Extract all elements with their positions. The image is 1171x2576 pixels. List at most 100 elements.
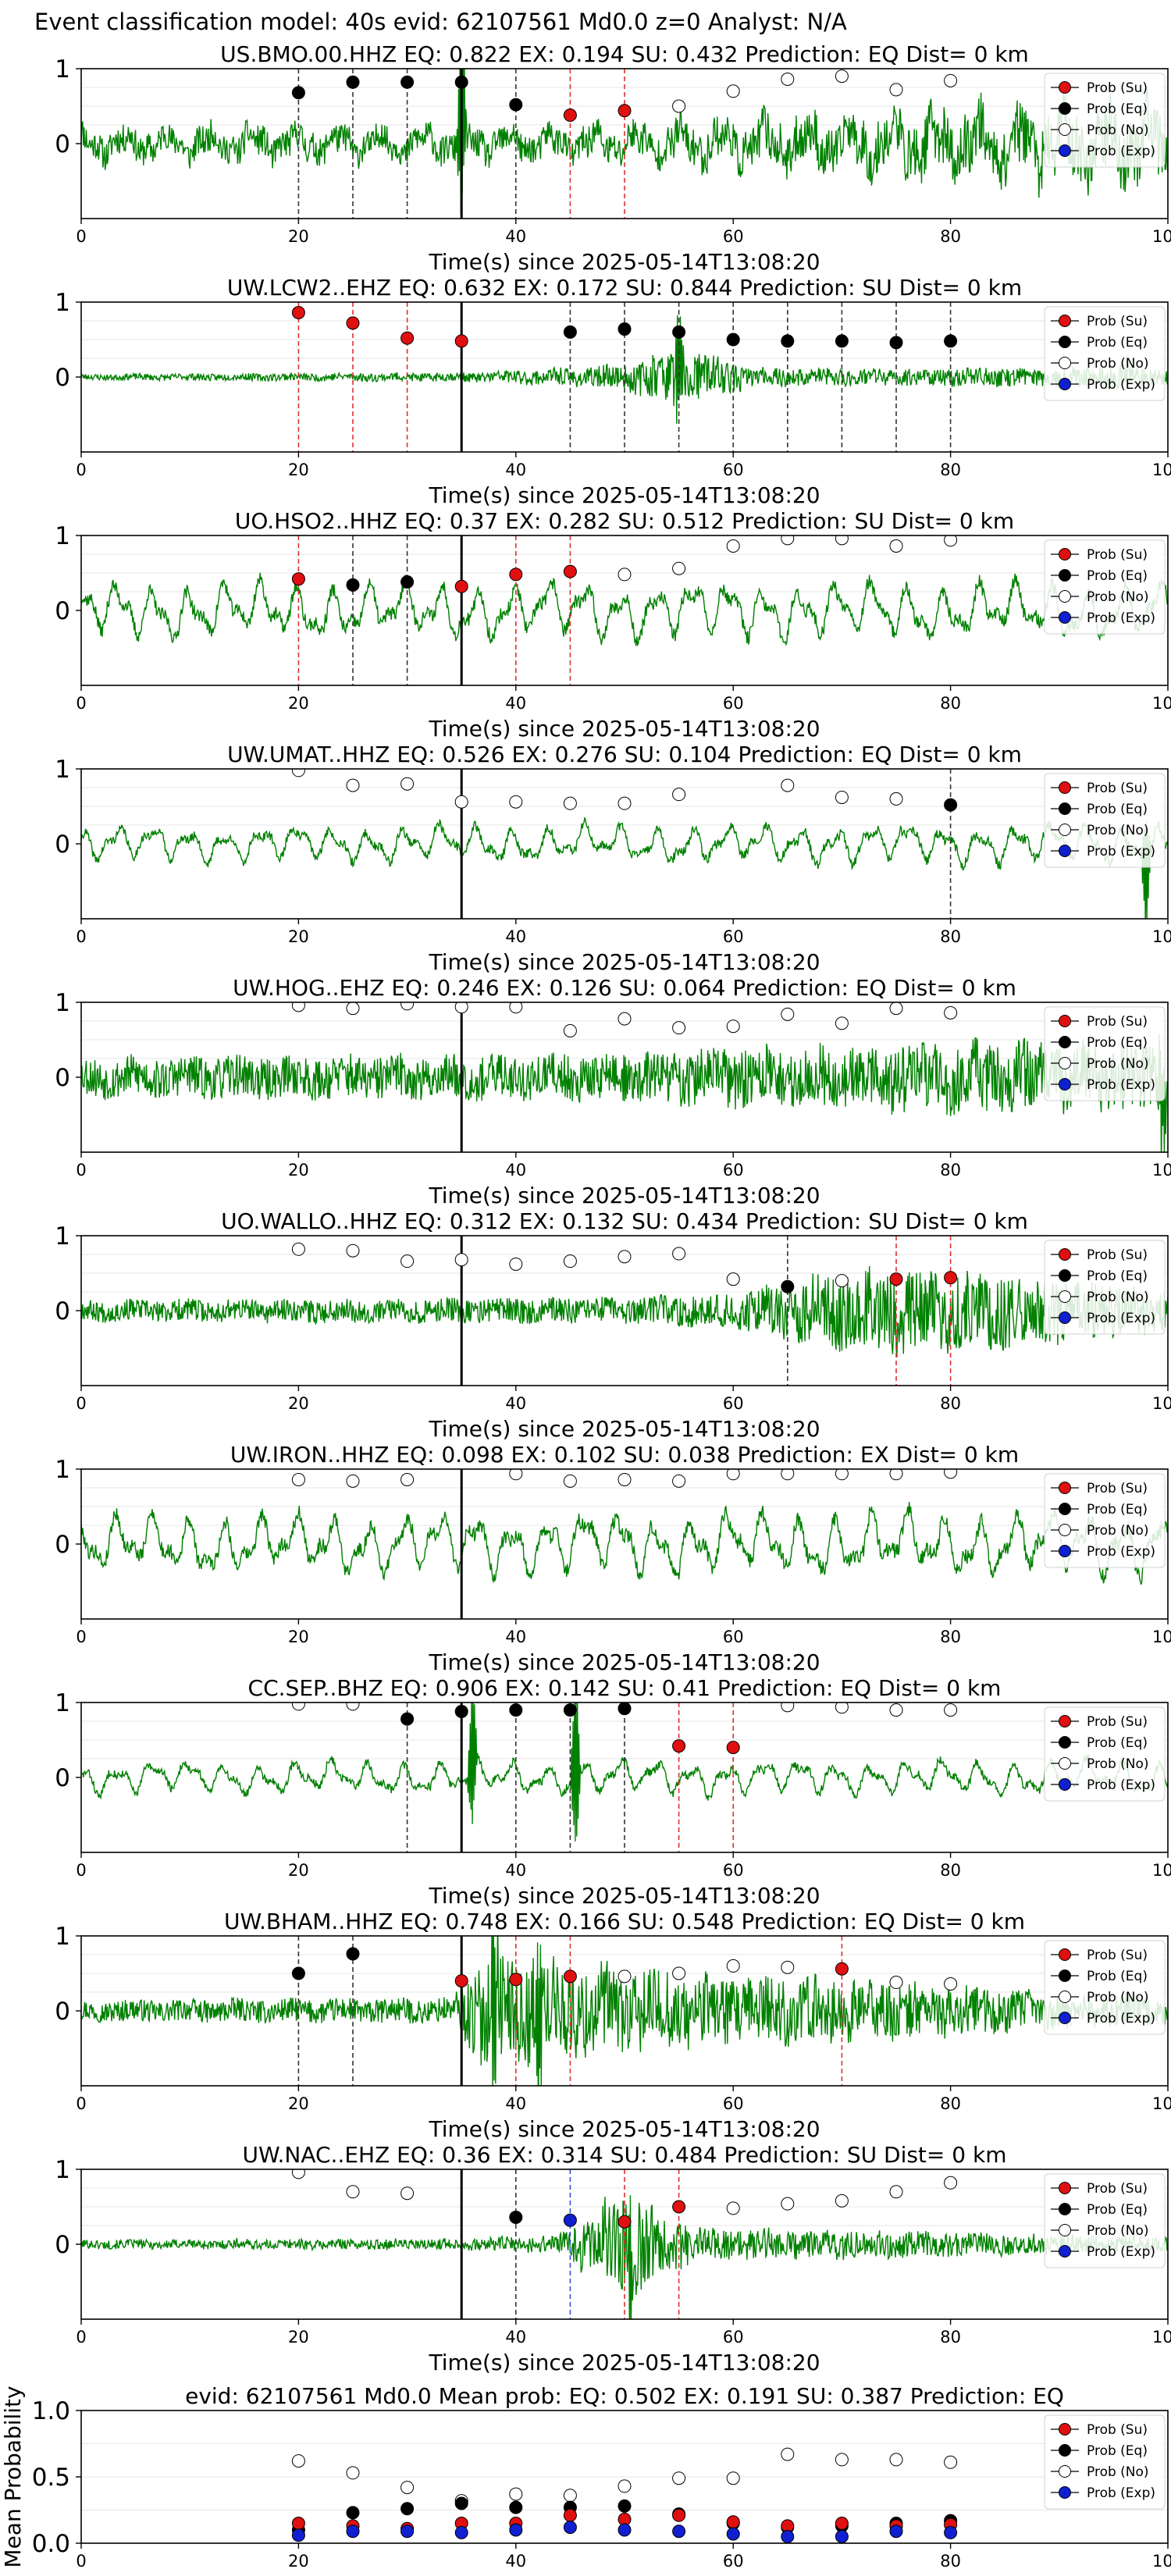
legend-marker-no xyxy=(1059,1524,1071,1536)
panel-1: US.BMO.00.HHZ EQ: 0.822 EX: 0.194 SU: 0.… xyxy=(55,41,1171,275)
legend: Prob (Su) Prob (Eq) Prob (No) Prob (Exp) xyxy=(1044,73,1166,168)
legend-marker-exp xyxy=(1059,611,1071,624)
x-tick-label-0: 0 xyxy=(76,1861,86,1880)
x-tick-label-2: 40 xyxy=(505,2094,526,2113)
legend-frame xyxy=(1044,1240,1166,1335)
x-tick-label-4: 80 xyxy=(940,227,961,246)
x-tick-label-3: 60 xyxy=(723,2328,744,2347)
x-tick-label-4: 80 xyxy=(940,1161,961,1179)
prob-point-6 xyxy=(672,2200,686,2214)
legend-marker-eq xyxy=(1059,802,1071,815)
waveform-trace xyxy=(81,1265,1168,1357)
x-tick-label-2: 40 xyxy=(505,694,526,713)
mean-point-su-8 xyxy=(726,2515,740,2529)
x-tick-label-4: 80 xyxy=(940,927,961,946)
prob-point-10 xyxy=(889,336,903,350)
prob-point-9 xyxy=(835,2194,849,2208)
prob-point-7 xyxy=(726,1469,740,1481)
plot-area xyxy=(81,1236,1168,1386)
legend-frame xyxy=(1044,306,1166,401)
panel-title: CC.SEP..BHZ EQ: 0.906 EX: 0.142 SU: 0.41… xyxy=(248,1675,1002,1701)
prob-point-1 xyxy=(346,1474,360,1488)
y-tick-label-1: 1 xyxy=(55,1456,70,1484)
mean-point-exp-10 xyxy=(835,2530,849,2543)
plot-area xyxy=(81,1703,1168,1852)
mean-point-no-8 xyxy=(726,2471,740,2485)
prob-point-0 xyxy=(291,769,305,777)
legend-marker-eq xyxy=(1059,569,1071,582)
prob-point-9 xyxy=(835,790,849,804)
x-tick-label-5: 100 xyxy=(1152,1628,1171,1646)
legend-marker-no xyxy=(1059,2465,1071,2478)
prob-point-1 xyxy=(346,1244,360,1258)
prob-point-8 xyxy=(781,1960,795,1974)
legend-label-eq: Prob (Eq) xyxy=(1087,335,1148,350)
prob-point-1 xyxy=(346,1947,360,1961)
prob-point-0 xyxy=(291,572,305,586)
x-tick-label-3: 60 xyxy=(723,1628,744,1646)
prob-point-1 xyxy=(346,778,360,792)
y-tick-label-0: 0 xyxy=(55,831,70,859)
prob-point-0 xyxy=(291,1472,305,1486)
x-tick-label-4: 80 xyxy=(940,1861,961,1880)
prob-point-9 xyxy=(781,1279,795,1293)
prob-point-5 xyxy=(563,564,577,578)
mean-point-exp-3 xyxy=(454,2525,468,2539)
prob-point-8 xyxy=(781,334,795,348)
prob-point-10 xyxy=(889,2185,903,2199)
legend-label-no: Prob (No) xyxy=(1087,1990,1149,2005)
prob-point-11 xyxy=(944,1469,958,1479)
x-tick-label-3: 60 xyxy=(723,2552,744,2571)
prob-point-4 xyxy=(563,2213,577,2227)
prob-point-4 xyxy=(563,1969,577,1984)
panel-title: UW.HOG..EHZ EQ: 0.246 EX: 0.126 SU: 0.06… xyxy=(233,975,1016,1001)
legend-label-su: Prob (Su) xyxy=(1087,2422,1148,2438)
legend: Prob (Su) Prob (Eq) Prob (No) Prob (Exp) xyxy=(1044,2414,1166,2510)
prob-point-11 xyxy=(944,798,958,812)
x-tick-label-3: 60 xyxy=(723,694,744,713)
legend-label-eq: Prob (Eq) xyxy=(1087,1502,1148,1517)
legend-label-eq: Prob (Eq) xyxy=(1087,1268,1148,1284)
x-tick-label-0: 0 xyxy=(76,461,86,479)
legend-marker-eq xyxy=(1059,2444,1071,2457)
x-tick-label-0: 0 xyxy=(76,2094,86,2113)
x-axis-label: Time(s) since 2025-05-14T13:08:20 xyxy=(428,1183,820,1208)
y-tick-label-0: 0 xyxy=(55,597,70,625)
prob-point-6 xyxy=(618,1703,632,1716)
legend-label-exp: Prob (Exp) xyxy=(1087,1544,1155,1560)
mean-point-su-0 xyxy=(291,2517,305,2530)
legend-label-su: Prob (Su) xyxy=(1087,1247,1148,1263)
legend-label-no: Prob (No) xyxy=(1087,2223,1149,2239)
x-tick-label-2: 40 xyxy=(505,2552,526,2571)
legend-marker-eq xyxy=(1059,336,1071,348)
x-tick-label-4: 80 xyxy=(940,1628,961,1646)
x-tick-label-3: 60 xyxy=(723,461,744,479)
legend: Prob (Su) Prob (Eq) Prob (No) Prob (Exp) xyxy=(1044,539,1166,635)
x-tick-label-0: 0 xyxy=(76,2328,86,2347)
x-tick-label-5: 100 xyxy=(1152,1394,1171,1413)
legend-marker-su xyxy=(1059,81,1071,94)
legend: Prob (Su) Prob (Eq) Prob (No) Prob (Exp) xyxy=(1044,2173,1166,2268)
mean-point-exp-11 xyxy=(889,2524,903,2539)
mean-point-no-1 xyxy=(346,2466,360,2480)
legend-marker-su xyxy=(1059,781,1071,794)
panel-title: UW.UMAT..HHZ EQ: 0.526 EX: 0.276 SU: 0.1… xyxy=(227,742,1022,767)
mean-point-eq-4 xyxy=(509,2500,523,2514)
mean-point-exp-4 xyxy=(509,2523,523,2537)
y-tick-label-1: 1 xyxy=(55,989,70,1017)
legend: Prob (Su) Prob (Eq) Prob (No) Prob (Exp) xyxy=(1044,1240,1166,1335)
mean-point-exp-1 xyxy=(346,2524,360,2539)
mean-point-exp-9 xyxy=(781,2530,795,2543)
legend-label-exp: Prob (Exp) xyxy=(1087,2011,1155,2026)
legend-label-no: Prob (No) xyxy=(1087,1756,1149,1772)
prob-point-8 xyxy=(726,539,740,553)
prob-point-6 xyxy=(672,1966,686,1980)
prob-point-2 xyxy=(400,777,415,791)
y-tick-label-0: 0.0 xyxy=(32,2530,70,2558)
legend-label-su: Prob (Su) xyxy=(1087,314,1148,329)
prob-point-11 xyxy=(889,1703,903,1717)
prob-point-11 xyxy=(889,1002,903,1016)
waveform-trace xyxy=(81,1936,1168,2086)
panel-title: UW.LCW2..EHZ EQ: 0.632 EX: 0.172 SU: 0.8… xyxy=(227,275,1022,301)
panel-6: UO.WALLO..HHZ EQ: 0.312 EX: 0.132 SU: 0.… xyxy=(55,1208,1171,1442)
